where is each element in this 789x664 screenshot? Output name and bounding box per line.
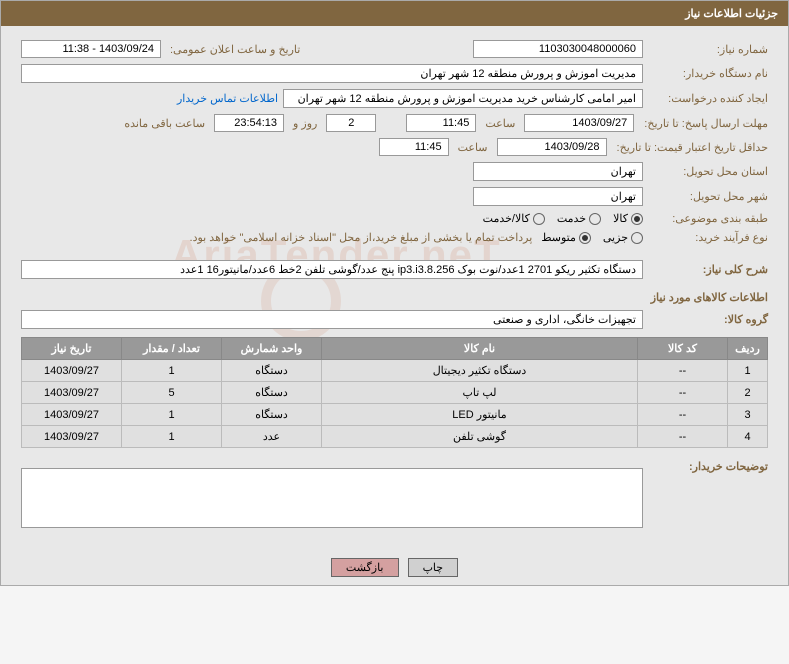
radio-service-label: خدمت: [557, 212, 586, 225]
city-label: شهر محل تحویل:: [648, 190, 768, 203]
th-qty: تعداد / مقدار: [122, 338, 222, 360]
deadline-time-field: 11:45: [406, 114, 476, 132]
radio-icon: [631, 213, 643, 225]
table-cell: --: [638, 404, 728, 426]
table-cell: لپ تاپ: [322, 382, 638, 404]
city-field: تهران: [473, 187, 643, 206]
print-button[interactable]: چاپ: [408, 558, 459, 577]
table-cell: 1403/09/27: [22, 404, 122, 426]
countdown-field: 23:54:13: [214, 114, 284, 132]
table-cell: 1: [728, 360, 768, 382]
radio-service[interactable]: خدمت: [557, 212, 601, 225]
th-unit: واحد شمارش: [222, 338, 322, 360]
radio-goods-service-label: کالا/خدمت: [483, 212, 530, 225]
need-number-label: شماره نیاز:: [648, 43, 768, 56]
radio-goods-service[interactable]: کالا/خدمت: [483, 212, 545, 225]
province-field: تهران: [473, 162, 643, 181]
th-code: کد کالا: [638, 338, 728, 360]
table-cell: --: [638, 360, 728, 382]
goods-group-field: تجهیزات خانگی، اداری و صنعتی: [21, 310, 643, 329]
time-label-1: ساعت: [481, 117, 519, 130]
buyer-notes-label: توضیحات خریدار:: [648, 460, 768, 473]
requester-label: ایجاد کننده درخواست:: [648, 92, 768, 105]
category-label: طبقه بندی موضوعی:: [648, 212, 768, 225]
validity-time-field: 11:45: [379, 138, 449, 156]
goods-info-title: اطلاعات کالاهای مورد نیاز: [21, 291, 768, 304]
deadline-label: مهلت ارسال پاسخ: تا تاریخ:: [639, 117, 768, 130]
table-cell: دستگاه: [222, 360, 322, 382]
radio-partial[interactable]: جزیی: [603, 231, 643, 244]
th-name: نام کالا: [322, 338, 638, 360]
radio-icon: [631, 232, 643, 244]
contact-link[interactable]: اطلاعات تماس خریدار: [177, 92, 278, 105]
radio-partial-label: جزیی: [603, 231, 628, 244]
table-cell: 1: [122, 404, 222, 426]
desc-label: شرح کلی نیاز:: [648, 263, 768, 276]
radio-goods[interactable]: کالا: [613, 212, 643, 225]
table-row: 4--گوشی تلفنعدد11403/09/27: [22, 426, 768, 448]
announce-date-field: 1403/09/24 - 11:38: [21, 40, 161, 58]
table-cell: دستگاه تکثیر دیجیتال: [322, 360, 638, 382]
table-row: 3--مانیتور LEDدستگاه11403/09/27: [22, 404, 768, 426]
requester-field: امیر امامی کارشناس خرید مدیریت اموزش و پ…: [283, 89, 643, 108]
buyer-notes-box: [21, 468, 643, 528]
days-label: روز و: [289, 117, 321, 130]
radio-goods-label: کالا: [613, 212, 628, 225]
table-cell: مانیتور LED: [322, 404, 638, 426]
validity-date-field: 1403/09/28: [497, 138, 607, 156]
table-cell: 2: [728, 382, 768, 404]
table-cell: 1403/09/27: [22, 360, 122, 382]
back-button[interactable]: بازگشت: [331, 558, 399, 577]
radio-icon: [533, 213, 545, 225]
days-count-field: 2: [326, 114, 376, 132]
table-cell: 3: [728, 404, 768, 426]
table-cell: 5: [122, 382, 222, 404]
table-cell: 4: [728, 426, 768, 448]
table-row: 2--لپ تاپدستگاه51403/09/27: [22, 382, 768, 404]
header-title: جزئیات اطلاعات نیاز: [1, 1, 788, 26]
table-cell: دستگاه: [222, 404, 322, 426]
desc-field: دستگاه تکثیر ریکو 2701 1عدد/نوت بوک ip3.…: [21, 260, 643, 279]
table-cell: --: [638, 426, 728, 448]
table-cell: --: [638, 382, 728, 404]
radio-medium[interactable]: متوسط: [541, 231, 591, 244]
table-row: 1--دستگاه تکثیر دیجیتالدستگاه11403/09/27: [22, 360, 768, 382]
time-label-2: ساعت: [454, 141, 492, 154]
announce-date-label: تاریخ و ساعت اعلان عمومی:: [166, 43, 304, 56]
goods-table: ردیف کد کالا نام کالا واحد شمارش تعداد /…: [21, 337, 768, 448]
th-row: ردیف: [728, 338, 768, 360]
table-cell: عدد: [222, 426, 322, 448]
table-cell: 1: [122, 360, 222, 382]
radio-icon: [579, 232, 591, 244]
need-number-field: 1103030048000060: [473, 40, 643, 58]
radio-medium-label: متوسط: [541, 231, 576, 244]
goods-group-label: گروه کالا:: [648, 313, 768, 326]
table-cell: 1: [122, 426, 222, 448]
payment-note: پرداخت تمام یا بخشی از مبلغ خرید،از محل …: [190, 231, 537, 244]
table-cell: دستگاه: [222, 382, 322, 404]
radio-icon: [589, 213, 601, 225]
process-label: نوع فرآیند خرید:: [648, 231, 768, 244]
remaining-label: ساعت باقی مانده: [120, 117, 209, 130]
buyer-org-field: مدیریت اموزش و پرورش منطقه 12 شهر تهران: [21, 64, 643, 83]
province-label: استان محل تحویل:: [648, 165, 768, 178]
table-cell: گوشی تلفن: [322, 426, 638, 448]
buyer-org-label: نام دستگاه خریدار:: [648, 67, 768, 80]
th-date: تاریخ نیاز: [22, 338, 122, 360]
table-cell: 1403/09/27: [22, 382, 122, 404]
deadline-date-field: 1403/09/27: [524, 114, 634, 132]
table-cell: 1403/09/27: [22, 426, 122, 448]
validity-label: حداقل تاریخ اعتبار قیمت: تا تاریخ:: [612, 141, 768, 154]
